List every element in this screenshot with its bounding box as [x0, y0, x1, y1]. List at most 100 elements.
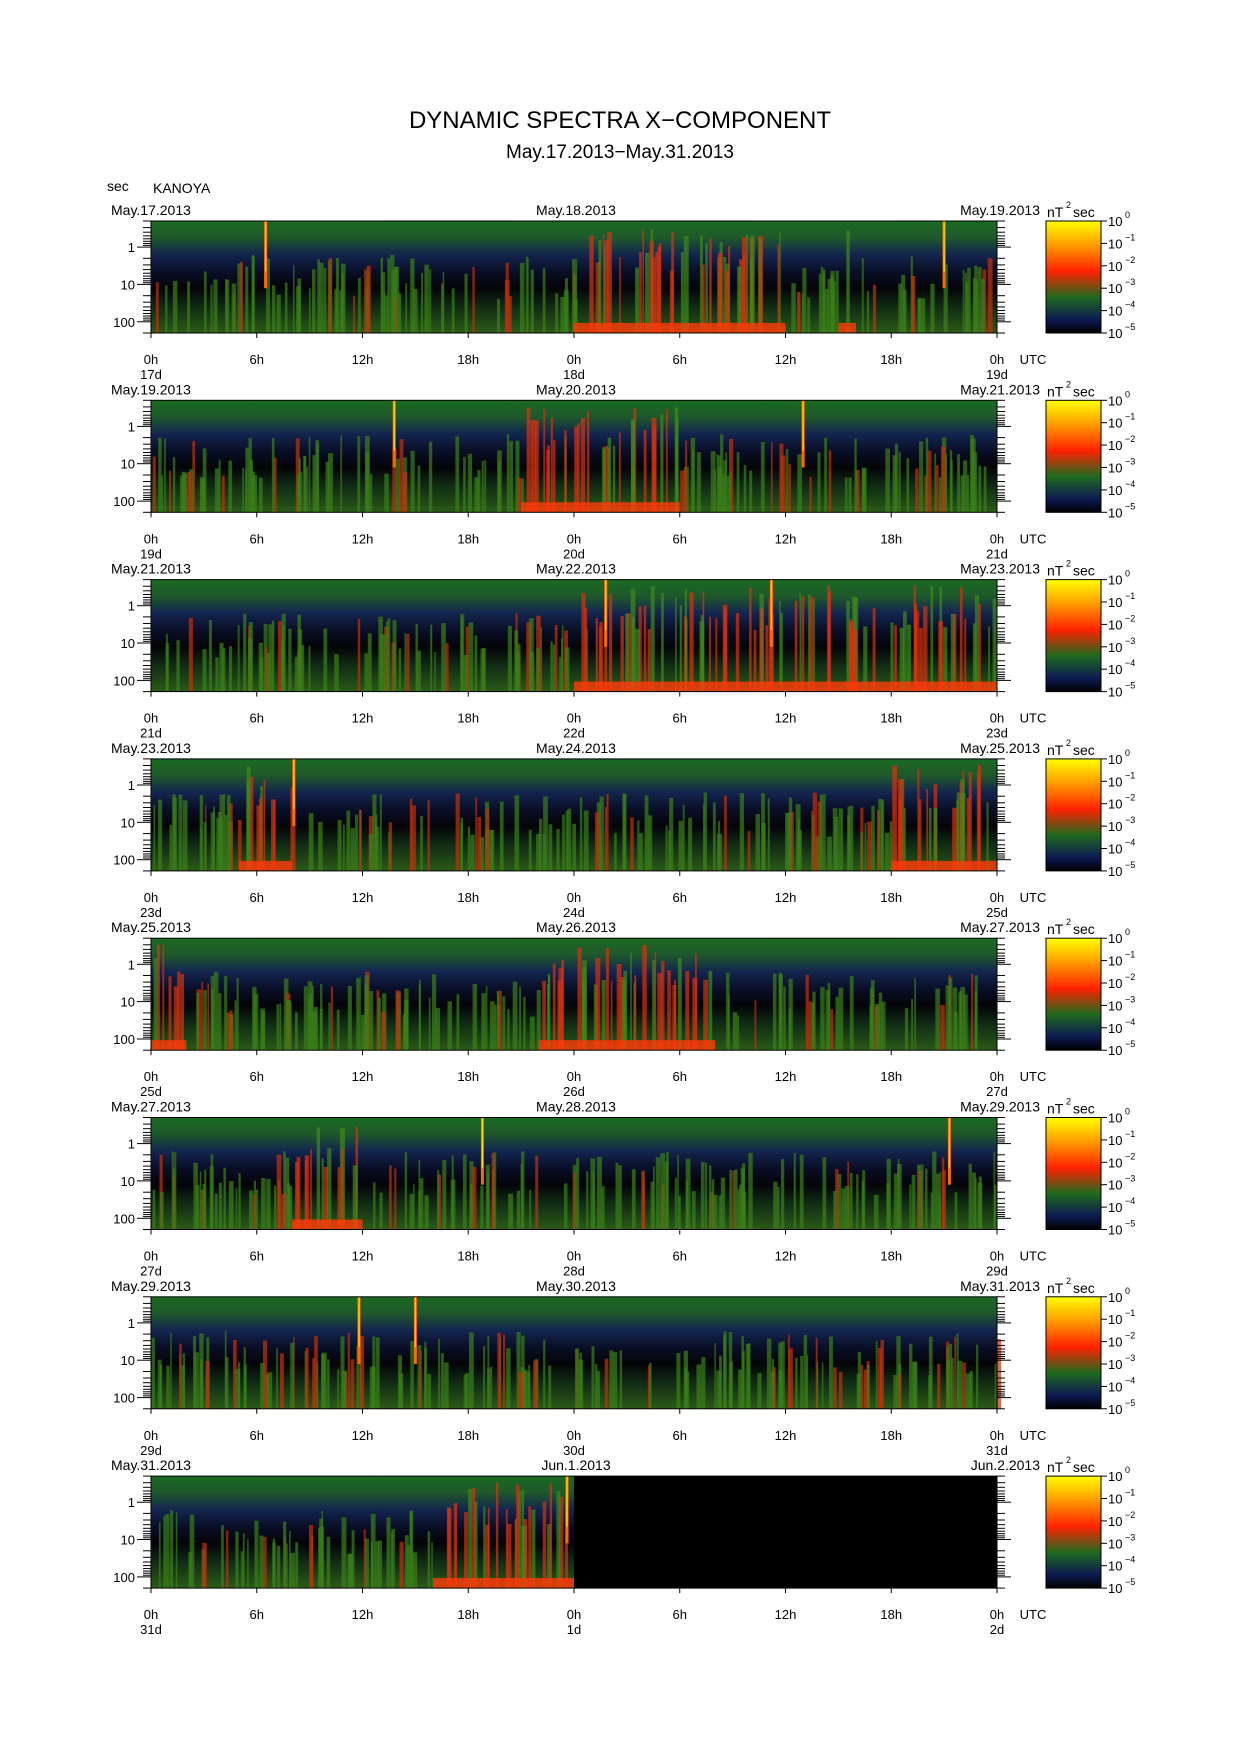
power-burst: [579, 797, 583, 871]
power-burst: [788, 464, 791, 513]
power-burst: [819, 794, 825, 871]
power-burst: [925, 1168, 928, 1230]
x-tick-label: 6h: [673, 1249, 687, 1264]
x-tick-label: 0h: [567, 1249, 581, 1264]
chart-subtitle: May.17.2013−May.31.2013: [506, 142, 734, 163]
power-burst: [787, 812, 790, 871]
power-burst: [717, 253, 723, 333]
power-burst: [603, 246, 606, 333]
colorbar-tick-exponent: −5: [1125, 1219, 1135, 1229]
power-burst: [202, 1184, 206, 1230]
x-tick-label: 12h: [775, 711, 797, 726]
power-burst: [630, 817, 634, 871]
power-burst: [750, 258, 753, 333]
colorbar-tick-base: 10: [1108, 1223, 1122, 1238]
power-burst: [802, 267, 807, 333]
y-tick-label: 10: [121, 1353, 135, 1368]
colorbar-tick-base: 10: [1108, 505, 1122, 520]
power-burst: [665, 825, 668, 871]
power-burst: [915, 468, 919, 513]
power-burst: [723, 257, 727, 333]
power-burst: [797, 454, 802, 513]
power-burst: [604, 604, 608, 692]
power-burst: [381, 1011, 386, 1051]
power-burst: [564, 1183, 568, 1230]
panel-date-left: May.23.2013: [111, 740, 191, 756]
power-burst: [152, 456, 156, 513]
power-burst: [642, 945, 647, 1051]
colorbar-tick-exponent: −1: [1125, 591, 1135, 601]
power-burst: [872, 284, 877, 333]
colorbar-tick-exponent: −5: [1125, 1398, 1135, 1408]
power-burst: [213, 279, 218, 333]
x-unit-label: UTC: [1020, 531, 1047, 546]
colorbar-unit-suffix: sec: [1073, 204, 1095, 220]
x-tick-label: 18h: [457, 352, 479, 367]
power-burst: [369, 473, 373, 513]
power-burst: [405, 283, 408, 333]
power-burst: [533, 1360, 538, 1409]
power-burst: [627, 613, 631, 692]
x-tick-label: 0h: [990, 352, 1004, 367]
power-burst: [575, 1348, 579, 1409]
power-burst: [871, 806, 875, 871]
power-burst: [497, 450, 502, 513]
power-burst: [736, 452, 740, 513]
power-burst: [788, 797, 793, 871]
power-burst: [187, 281, 190, 333]
power-burst: [838, 987, 844, 1051]
power-burst: [878, 798, 883, 871]
power-burst: [175, 1512, 178, 1589]
power-burst: [242, 1533, 245, 1589]
power-burst: [355, 814, 359, 871]
impulse-spike-core: [770, 579, 772, 630]
power-burst: [159, 1154, 163, 1230]
power-burst: [748, 1152, 753, 1230]
y-tick-label: 1: [128, 599, 135, 614]
day-label-right: 29d: [986, 1264, 1008, 1279]
power-burst: [877, 1347, 882, 1409]
power-burst: [587, 411, 590, 513]
x-tick-label: 0h: [990, 1607, 1004, 1622]
power-burst: [870, 980, 875, 1051]
power-burst: [378, 1540, 382, 1589]
power-burst: [456, 994, 460, 1051]
power-burst: [377, 997, 381, 1051]
power-burst: [827, 585, 831, 692]
power-burst: [496, 991, 499, 1051]
x-tick-label: 0h: [144, 1607, 158, 1622]
x-tick-label: 6h: [250, 890, 264, 905]
power-burst: [337, 1167, 341, 1230]
power-burst: [396, 458, 401, 513]
power-burst: [177, 971, 181, 1051]
power-burst: [678, 1195, 681, 1230]
power-burst: [308, 813, 314, 871]
spectral-power-bursts: [153, 944, 978, 1051]
power-burst: [788, 978, 793, 1051]
power-burst: [783, 986, 786, 1051]
power-burst: [747, 831, 751, 871]
panel-date-right: May.21.2013: [960, 381, 1040, 397]
power-burst: [660, 1153, 665, 1230]
power-burst: [222, 647, 226, 692]
colorbar-tick-base: 10: [1108, 393, 1122, 408]
power-burst: [373, 1182, 376, 1230]
power-burst: [564, 278, 568, 333]
power-burst: [512, 981, 518, 1051]
power-burst: [950, 613, 955, 692]
high-power-band: [838, 323, 856, 333]
x-tick-label: 18h: [880, 890, 902, 905]
power-burst: [550, 417, 553, 513]
power-burst: [728, 995, 730, 1051]
power-burst: [548, 1365, 552, 1409]
power-burst: [210, 284, 213, 333]
power-burst: [927, 450, 932, 513]
x-tick-label: 0h: [144, 531, 158, 546]
colorbar-tick-base: 10: [1108, 236, 1122, 251]
power-burst: [326, 1536, 331, 1589]
power-burst: [637, 820, 640, 871]
power-burst: [866, 291, 870, 333]
power-burst: [424, 1195, 429, 1230]
power-burst: [368, 834, 374, 871]
